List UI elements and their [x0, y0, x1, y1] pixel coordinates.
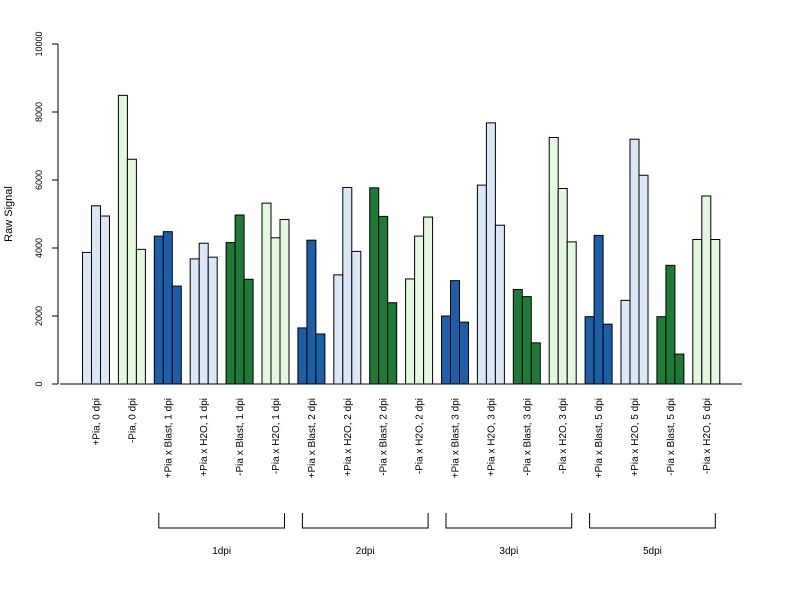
- bar: [450, 280, 460, 385]
- bar: [378, 215, 389, 385]
- bar: [297, 327, 308, 385]
- bar: [342, 186, 353, 385]
- category-label: +Pia x Blast, 2 dpi: [307, 398, 318, 478]
- bar: [189, 258, 200, 385]
- bar: [665, 264, 676, 385]
- bar: [629, 138, 640, 385]
- bar: [234, 214, 245, 385]
- bar: [494, 224, 505, 385]
- bar: [279, 218, 290, 385]
- bar: [117, 94, 128, 385]
- group-label: 5dpi: [643, 546, 662, 557]
- category-label: +Pia x H2O, 1 dpi: [199, 398, 210, 477]
- y-tick-label: 6000: [34, 170, 44, 190]
- bar: [315, 333, 326, 385]
- bar: [270, 237, 281, 385]
- category-label: -Pia x H2O, 1 dpi: [271, 398, 282, 474]
- bar: [387, 302, 398, 385]
- bar: [692, 239, 703, 385]
- bar: [100, 215, 110, 385]
- group-bracket: [158, 513, 285, 529]
- y-axis-title: Raw Signal: [3, 186, 15, 242]
- category-label: +Pia x H2O, 2 dpi: [343, 398, 354, 477]
- bar: [261, 202, 272, 385]
- bar: [306, 239, 317, 385]
- group-label: 2dpi: [356, 546, 375, 557]
- bar: [710, 239, 721, 385]
- bar: [701, 195, 712, 385]
- bar: [557, 188, 568, 385]
- category-label: +Pia x Blast, 5 dpi: [594, 398, 605, 478]
- category-labels: +Pia, 0 dpi -Pia, 0 dpi +Pia x Blast, 1 dp…: [92, 398, 713, 478]
- bar: [584, 316, 595, 385]
- bar: [674, 353, 685, 385]
- bar: [593, 234, 604, 385]
- category-label: +Pia x Blast, 1 dpi: [163, 398, 174, 478]
- group-label: 3dpi: [499, 546, 518, 557]
- bar: [225, 242, 236, 385]
- bar: [638, 174, 649, 385]
- bar: [91, 205, 101, 385]
- y-tick-label: 8000: [34, 102, 44, 122]
- bar: [82, 251, 92, 385]
- bar: [602, 323, 613, 385]
- bar: [405, 278, 416, 385]
- bar: [414, 235, 425, 385]
- group-bracket: [445, 513, 573, 529]
- bar: [198, 242, 209, 385]
- bar: [207, 256, 218, 385]
- bar: [369, 187, 380, 385]
- category-label: -Pia x Blast, 1 dpi: [235, 398, 246, 476]
- bar: [476, 184, 487, 385]
- y-tick-label: 10000: [34, 31, 44, 56]
- bar: [512, 288, 523, 385]
- category-label: -Pia x Blast, 2 dpi: [379, 398, 390, 476]
- group-bracket: [301, 513, 429, 529]
- category-label: +Pia, 0 dpi: [92, 398, 103, 446]
- y-axis: 0 2000 4000 6000 8000 10000: [34, 31, 59, 387]
- bar: [135, 248, 146, 385]
- category-label: +Pia x H2O, 5 dpi: [630, 398, 641, 477]
- bar: [530, 342, 541, 385]
- bar: [171, 285, 182, 385]
- bar: [620, 299, 631, 385]
- category-label: -Pia x Blast, 3 dpi: [522, 398, 533, 476]
- group-label: 1dpi: [212, 546, 231, 557]
- category-label: +Pia x Blast, 3 dpi: [451, 398, 462, 478]
- y-tick-label: 4000: [34, 238, 44, 258]
- bar: [656, 316, 667, 385]
- bar: [351, 250, 362, 385]
- category-label: +Pia x H2O, 3 dpi: [486, 398, 497, 477]
- bar: [566, 241, 577, 385]
- bar: [333, 274, 344, 385]
- bars-layer: [82, 94, 721, 385]
- category-label: -Pia x H2O, 5 dpi: [702, 398, 713, 474]
- category-label: -Pia x H2O, 2 dpi: [415, 398, 426, 474]
- bar: [423, 216, 434, 385]
- bar: [485, 122, 496, 385]
- category-label: -Pia x Blast, 5 dpi: [666, 398, 677, 476]
- bar: [548, 137, 559, 385]
- group-bracket: [589, 513, 716, 529]
- bar: [126, 158, 137, 385]
- bar: [153, 235, 164, 385]
- bar: [243, 278, 254, 385]
- bar: [441, 315, 451, 385]
- category-label: -Pia x H2O, 3 dpi: [558, 398, 569, 474]
- bar: [459, 321, 469, 385]
- group-brackets: 1dpi 2dpi 3dpi 5dpi: [158, 513, 716, 557]
- y-tick-label: 2000: [34, 306, 44, 326]
- y-tick-label: 0: [34, 381, 44, 386]
- category-label: -Pia, 0 dpi: [127, 398, 138, 443]
- bar: [162, 231, 173, 385]
- bar: [521, 296, 532, 385]
